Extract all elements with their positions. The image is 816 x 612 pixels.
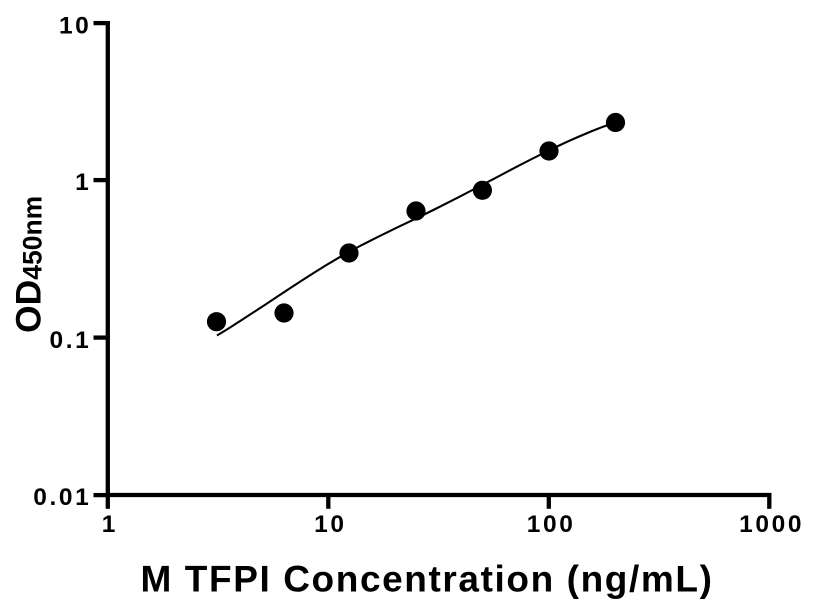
svg-text:10: 10 <box>314 511 346 538</box>
svg-text:OD450nm: OD450nm <box>9 196 49 333</box>
svg-text:1000: 1000 <box>739 511 804 538</box>
svg-text:1: 1 <box>75 169 91 196</box>
svg-text:M TFPI Concentration (ng/mL): M TFPI Concentration (ng/mL) <box>140 559 713 600</box>
svg-text:10: 10 <box>59 12 91 39</box>
svg-text:1: 1 <box>102 511 118 538</box>
svg-text:0.1: 0.1 <box>50 327 92 354</box>
svg-text:100: 100 <box>527 511 576 538</box>
svg-text:0.01: 0.01 <box>33 484 91 511</box>
